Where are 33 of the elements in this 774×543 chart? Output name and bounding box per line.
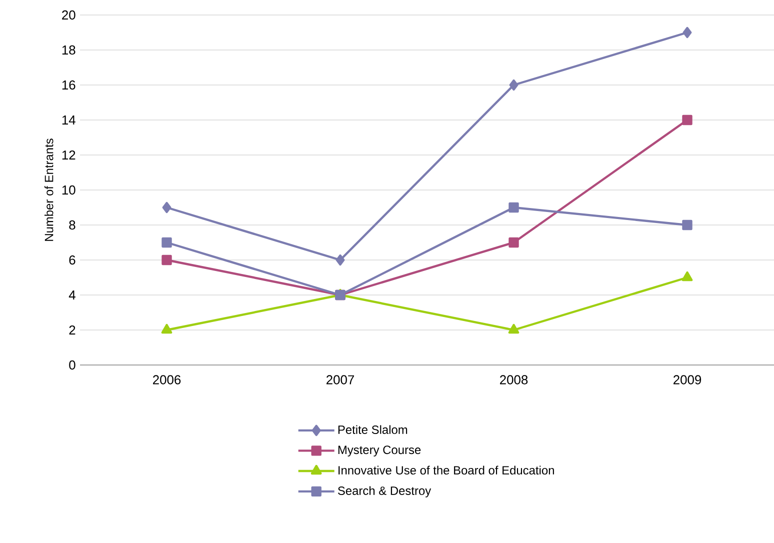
legend-label: Petite Slalom [338, 425, 408, 434]
y-tick-label: 16 [62, 80, 76, 90]
y-tick-label: 18 [62, 45, 76, 55]
point [682, 271, 693, 282]
y-tick-label: 6 [69, 255, 76, 265]
legend-label: Search & Destroy [338, 486, 432, 498]
point [508, 324, 520, 334]
y-tick-label: 4 [68, 290, 76, 300]
y-tick-label: 10 [62, 185, 76, 195]
point [682, 26, 692, 38]
point [682, 220, 692, 230]
y-axis-title: Number of Entrants [44, 138, 54, 241]
y-tick-label: 2 [69, 325, 76, 335]
y-tick-label: 20 [62, 10, 76, 20]
point [161, 324, 172, 334]
point [336, 254, 345, 266]
legend-label: Innovative Use of the Board of Education [338, 466, 554, 475]
point [162, 254, 172, 266]
x-tick-label: 2008 [500, 375, 528, 384]
y-tick-label: 12 [62, 150, 76, 160]
y-tick-label: 14 [62, 116, 76, 124]
point [162, 237, 172, 248]
x-tick-label: 2006 [153, 375, 181, 384]
y-tick-label: 8 [69, 220, 76, 230]
point [508, 237, 519, 248]
x-tick-label: 2007 [326, 375, 354, 384]
point [162, 202, 172, 214]
point [682, 114, 692, 126]
point [508, 202, 519, 213]
legend-label: Mystery Course [338, 446, 421, 456]
point [509, 79, 518, 91]
x-tick-label: 2009 [674, 375, 702, 384]
y-tick-label: 0 [69, 360, 76, 370]
